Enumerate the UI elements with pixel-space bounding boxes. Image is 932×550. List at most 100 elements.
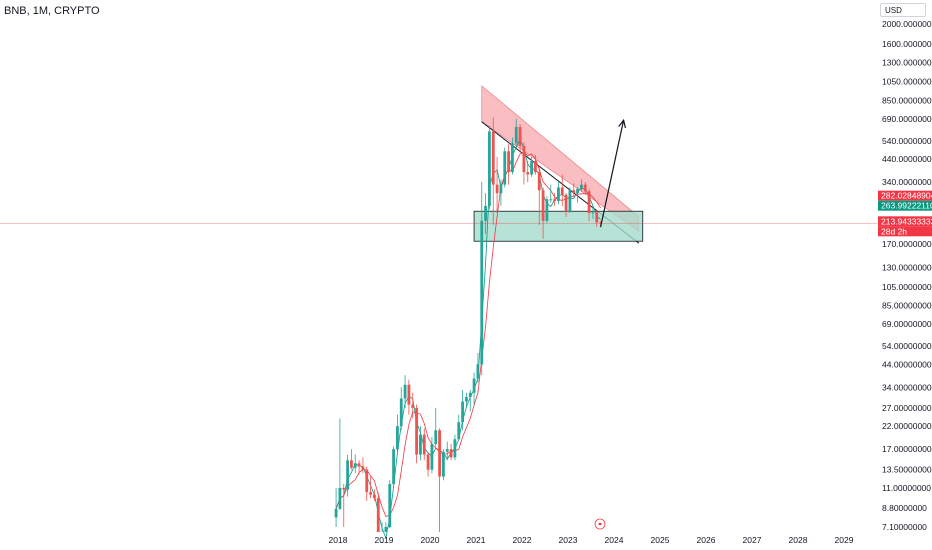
candle bbox=[361, 457, 365, 474]
candle bbox=[376, 492, 380, 532]
candle-body bbox=[595, 212, 599, 223]
candle-body bbox=[396, 426, 399, 450]
candle bbox=[357, 460, 361, 475]
candle-body bbox=[488, 131, 491, 206]
price-tick-label: 1300.00000000 bbox=[882, 57, 932, 67]
candle-body bbox=[411, 404, 415, 408]
candle bbox=[353, 454, 357, 474]
price-tick-label: 27.00000000 bbox=[882, 403, 932, 413]
candle bbox=[399, 387, 403, 431]
candle bbox=[503, 147, 507, 188]
projection-arrow bbox=[599, 120, 625, 228]
candle bbox=[445, 441, 449, 461]
time-tick-label: 2026 bbox=[697, 535, 716, 545]
candle bbox=[484, 193, 487, 234]
price-tick-label: 130.00000000 bbox=[882, 263, 932, 273]
candle-body bbox=[522, 145, 526, 173]
price-tick-label: 850.00000000 bbox=[882, 95, 932, 105]
candle bbox=[461, 389, 464, 431]
candle bbox=[591, 205, 595, 219]
candle bbox=[595, 209, 599, 228]
candle-body bbox=[534, 161, 537, 173]
candle-body bbox=[545, 199, 549, 221]
candle-body bbox=[453, 439, 457, 458]
candle bbox=[583, 182, 587, 195]
candle-body bbox=[472, 378, 476, 393]
price-tick-label: 13.50000000 bbox=[882, 465, 932, 475]
price-axis[interactable]: 2000.00000000 1600.00000000 1300.00000000 1… bbox=[882, 19, 932, 532]
annotations bbox=[0, 118, 877, 530]
candle bbox=[507, 144, 510, 185]
candle bbox=[338, 418, 342, 510]
price-tick-label: 34.00000000 bbox=[882, 382, 932, 392]
candle bbox=[369, 476, 372, 499]
candles bbox=[334, 117, 602, 544]
price-tick-label: 1600.00000000 bbox=[882, 39, 932, 49]
candle bbox=[476, 352, 480, 383]
candle bbox=[472, 372, 476, 405]
candle-body bbox=[514, 127, 518, 144]
candle-body bbox=[422, 434, 426, 455]
candle-body bbox=[434, 430, 438, 445]
candle-body bbox=[338, 487, 342, 509]
candle bbox=[514, 118, 518, 146]
candle-body bbox=[580, 184, 583, 189]
time-axis[interactable]: 2018 2019 2020 2021 2022 2023 2024 2025 2026 2027… bbox=[329, 535, 854, 545]
candle-body bbox=[430, 444, 434, 470]
candle-body bbox=[419, 434, 422, 455]
time-tick-label: 2025 bbox=[651, 535, 670, 545]
candle-body bbox=[353, 463, 357, 468]
price-tag-2: 263.99222110 bbox=[881, 201, 932, 211]
candle-body bbox=[365, 469, 369, 493]
candle-body bbox=[392, 449, 395, 484]
candle bbox=[522, 142, 526, 185]
candle bbox=[564, 193, 568, 217]
candle bbox=[465, 392, 468, 408]
time-tick-label: 2021 bbox=[467, 535, 486, 545]
time-tick-label: 2022 bbox=[513, 535, 532, 545]
candle-body bbox=[499, 184, 503, 194]
candle-body bbox=[449, 449, 453, 458]
candle bbox=[419, 426, 422, 461]
currency-selector[interactable]: USD bbox=[880, 3, 926, 17]
price-tick-label: 440.00000000 bbox=[882, 154, 932, 164]
candle-body bbox=[369, 492, 372, 495]
candle bbox=[380, 522, 384, 544]
candle-body bbox=[526, 172, 530, 175]
candle-body bbox=[553, 199, 556, 201]
candle bbox=[526, 161, 530, 183]
candle bbox=[422, 428, 426, 461]
candle-body bbox=[468, 392, 472, 398]
candle bbox=[480, 182, 484, 376]
price-tick-label: 690.00000000 bbox=[882, 114, 932, 124]
candle-body bbox=[407, 384, 411, 405]
countdown-tag: 28d 2h bbox=[881, 226, 907, 236]
candle bbox=[373, 489, 376, 502]
candle-body bbox=[388, 483, 392, 527]
candle bbox=[449, 444, 453, 461]
candle bbox=[430, 436, 434, 474]
price-tick-label: 85.00000000000 bbox=[882, 301, 932, 311]
candle-body bbox=[587, 191, 591, 214]
candle-body bbox=[426, 454, 430, 470]
candle-body bbox=[530, 161, 533, 175]
drawing-zones bbox=[473, 85, 644, 244]
candle-body bbox=[403, 384, 407, 399]
candle-body bbox=[445, 449, 449, 452]
candle-body bbox=[564, 194, 568, 212]
candle bbox=[392, 446, 395, 488]
candle-body bbox=[560, 187, 564, 195]
candle-body bbox=[503, 151, 507, 185]
candle-body bbox=[549, 199, 553, 201]
candle-body bbox=[373, 494, 376, 499]
candle-body bbox=[568, 190, 572, 212]
candle bbox=[384, 522, 388, 532]
time-tick-label: 2028 bbox=[789, 535, 808, 545]
candle-body bbox=[457, 422, 461, 440]
candle bbox=[457, 414, 461, 440]
price-tag-current: 213.94333333 bbox=[881, 216, 932, 226]
candle-body bbox=[415, 407, 418, 455]
time-tick-label: 2024 bbox=[605, 535, 624, 545]
candle-body bbox=[491, 131, 495, 185]
